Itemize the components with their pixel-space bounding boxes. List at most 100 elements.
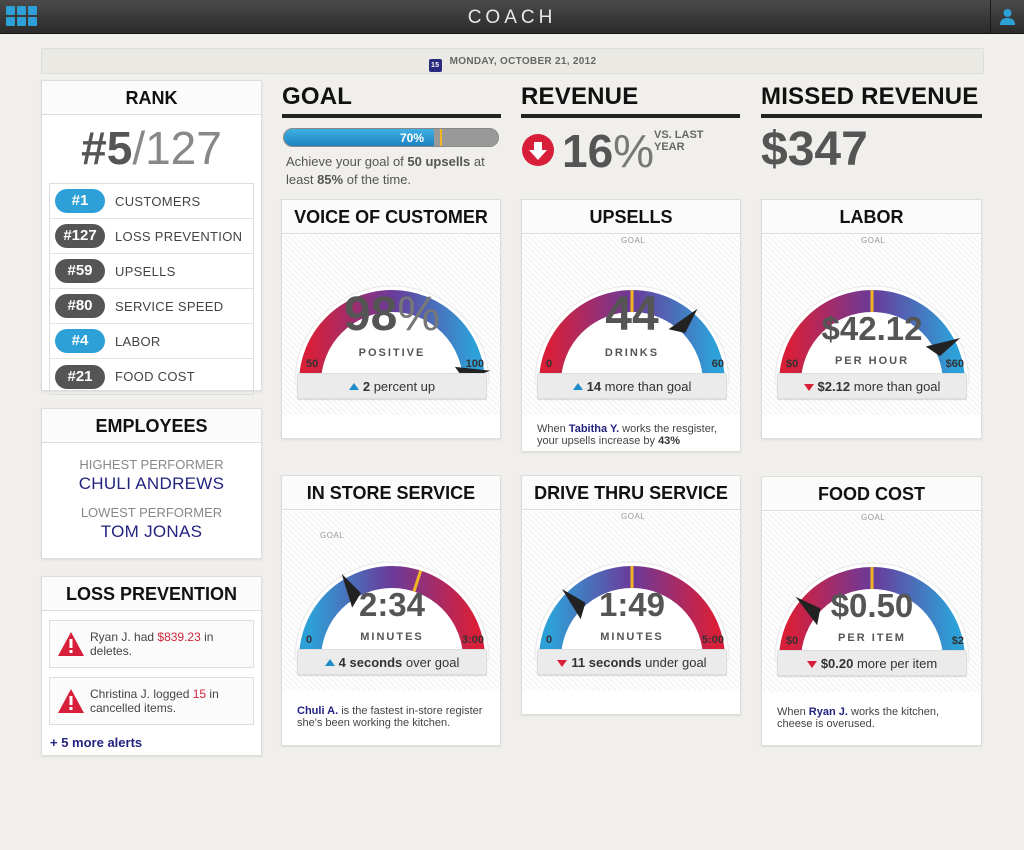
- down-arrow-icon: [522, 134, 554, 166]
- gauge-value: $42.12: [821, 310, 923, 347]
- down-arrow-icon: [806, 661, 817, 668]
- gauge-max: 5:00: [701, 634, 724, 646]
- warning-icon: [58, 632, 84, 656]
- missed-revenue-heading: MISSED REVENUE: [761, 82, 982, 118]
- rank-item-label: LOSS PREVENTION: [115, 228, 243, 244]
- goal-label: GOAL: [621, 236, 646, 245]
- loss-alert[interactable]: Ryan J. had $839.23 in deletes.: [49, 620, 254, 668]
- gauge-footer: 11 seconds under goal: [537, 649, 727, 675]
- gauge-unit: POSITIVE: [358, 347, 426, 359]
- revenue-heading: REVENUE: [521, 82, 740, 118]
- top-bar: COACH: [0, 0, 1024, 34]
- revenue-percent: 16%: [562, 125, 655, 177]
- employees-card: EMPLOYEES HIGHEST PERFORMER CHULI ANDREW…: [41, 408, 262, 559]
- rank-item-label: FOOD COST: [115, 369, 195, 384]
- rank-position: #5: [81, 122, 133, 174]
- rank-badge: #1: [55, 189, 105, 213]
- gauge-unit: MINUTES: [600, 631, 664, 643]
- gauge-dial: [294, 285, 491, 384]
- goal-description: Achieve your goal of 50 upsells at least…: [286, 154, 485, 187]
- gauge-min: $0: [786, 635, 799, 647]
- gauge-min: 0: [546, 634, 553, 646]
- rank-item-label: CUSTOMERS: [115, 193, 201, 209]
- gauge-value: 1:49: [598, 586, 666, 623]
- gauge-title: LABOR: [762, 200, 981, 234]
- gauge-area: GOAL $0.50 PER ITEM $0 $2 $0.20 more per item: [762, 512, 981, 692]
- gauge-needle: [925, 338, 961, 357]
- more-alerts-link[interactable]: + 5 more alerts: [50, 735, 143, 750]
- gauge-title: FOOD COST: [762, 477, 981, 511]
- lowest-performer-name[interactable]: TOM JONAS: [100, 522, 203, 541]
- goal-label: GOAL: [861, 513, 886, 522]
- rank-badge: #21: [55, 364, 105, 389]
- highest-performer-label: HIGHEST PERFORMER: [79, 457, 224, 472]
- gauge-needle: [668, 308, 698, 334]
- gauge-area: GOAL $42.12 PER HOUR $0 $60 $2.12 more than g…: [762, 235, 981, 415]
- rank-item[interactable]: #4 LABOR: [50, 324, 253, 359]
- gauge-min: 0: [306, 634, 313, 646]
- gauge-needle: [341, 573, 361, 608]
- apps-grid-icon[interactable]: [6, 6, 37, 27]
- rank-item[interactable]: #59 UPSELLS: [50, 254, 253, 289]
- upsells-card[interactable]: UPSELLS GOAL 44 DRINKS 0 60 14 more than goal W…: [521, 199, 741, 452]
- date-bar[interactable]: 15 MONDAY, OCTOBER 21, 2012: [41, 48, 984, 74]
- gauge-min: 0: [546, 358, 553, 370]
- voice-of-customer-card[interactable]: VOICE OF CUSTOMER 98% POSITIVE 50 100 2 perce…: [281, 199, 501, 439]
- lowest-performer-label: LOWEST PERFORMER: [80, 505, 223, 520]
- gauge-footer: 4 seconds over goal: [297, 649, 487, 675]
- loss-prevention-title: LOSS PREVENTION: [42, 577, 261, 611]
- gauge-max: 3:00: [461, 634, 484, 646]
- gauge-title: UPSELLS: [522, 200, 740, 234]
- up-arrow-icon: [348, 383, 359, 390]
- gauge-title: IN STORE SERVICE: [282, 476, 500, 510]
- rank-total: /127: [132, 122, 222, 174]
- gauge-dial: [534, 285, 730, 384]
- goal-target-marker: [440, 129, 443, 146]
- gauge-footer: $0.20 more per item: [777, 650, 967, 676]
- gauge-footer: 2 percent up: [297, 373, 487, 399]
- gauge-dial: [294, 561, 490, 660]
- rank-item[interactable]: #80 SERVICE SPEED: [50, 289, 253, 324]
- drive-thru-service-card[interactable]: DRIVE THRU SERVICE GOAL 1:49 MINUTES 0 5:00 11…: [521, 475, 741, 715]
- date-label: MONDAY, OCTOBER 21, 2012: [449, 56, 597, 67]
- labor-card[interactable]: LABOR GOAL $42.12 PER HOUR $0 $60 $2.12 more t…: [761, 199, 982, 439]
- rank-item-label: UPSELLS: [115, 263, 176, 279]
- up-arrow-icon: [572, 383, 583, 390]
- gauge-dial: [774, 285, 970, 384]
- user-icon: [1000, 9, 1015, 25]
- loss-alert[interactable]: Christina J. logged 15 in cancelled item…: [49, 677, 254, 725]
- rank-item[interactable]: #127 LOSS PREVENTION: [50, 219, 253, 254]
- gauge-needle: [561, 588, 586, 620]
- gauge-title: VOICE OF CUSTOMER: [282, 200, 500, 234]
- missed-revenue-value: $347: [761, 123, 868, 176]
- rank-list: #1 CUSTOMERS #127 LOSS PREVENTION #59 UPSELLS…: [49, 183, 254, 395]
- rank-badge: #4: [55, 329, 105, 353]
- rank-item[interactable]: #21 FOOD COST: [50, 359, 253, 394]
- goal-progress-bar: 70%: [283, 128, 499, 147]
- gauge-needle: [795, 596, 821, 626]
- rank-badge: #80: [55, 294, 105, 318]
- gauge-value: 2:34: [358, 586, 426, 623]
- insight-note: When Ryan J. works the kitchen, cheese i…: [777, 706, 940, 730]
- gauge-min: 50: [306, 358, 319, 370]
- highest-performer-name[interactable]: CHULI ANDREWS: [78, 474, 225, 493]
- calendar-icon: 15: [428, 59, 442, 72]
- gauge-area: GOAL 44 DRINKS 0 60 14 more than goal: [522, 235, 740, 415]
- revenue-comparison: VS. LAST YEAR: [654, 129, 704, 153]
- rank-badge: #59: [55, 259, 105, 283]
- gauge-unit: DRINKS: [604, 347, 660, 359]
- gauge-area: GOAL 2:34 MINUTES 0 3:00 4 seconds over goal: [282, 511, 500, 691]
- goal-marker: [412, 570, 423, 592]
- warning-icon: [58, 689, 84, 713]
- food-cost-card[interactable]: FOOD COST GOAL $0.50 PER ITEM $0 $2 $0.20 more…: [761, 476, 982, 746]
- insight-note: Chuli A. is the fastest in-store registe…: [297, 705, 483, 729]
- gauge-footer: $2.12 more than goal: [777, 373, 967, 399]
- rank-item-label: SERVICE SPEED: [115, 298, 224, 314]
- gauge-unit: PER HOUR: [834, 355, 910, 367]
- down-arrow-icon: [803, 384, 814, 391]
- rank-item[interactable]: #1 CUSTOMERS: [50, 184, 253, 219]
- in-store-service-card[interactable]: IN STORE SERVICE GOAL 2:34 MINUTES 0 3:00 4 se…: [281, 475, 501, 746]
- user-profile-button[interactable]: [990, 0, 1024, 34]
- gauge-max: 60: [711, 358, 724, 370]
- gauge-min: $0: [786, 358, 799, 370]
